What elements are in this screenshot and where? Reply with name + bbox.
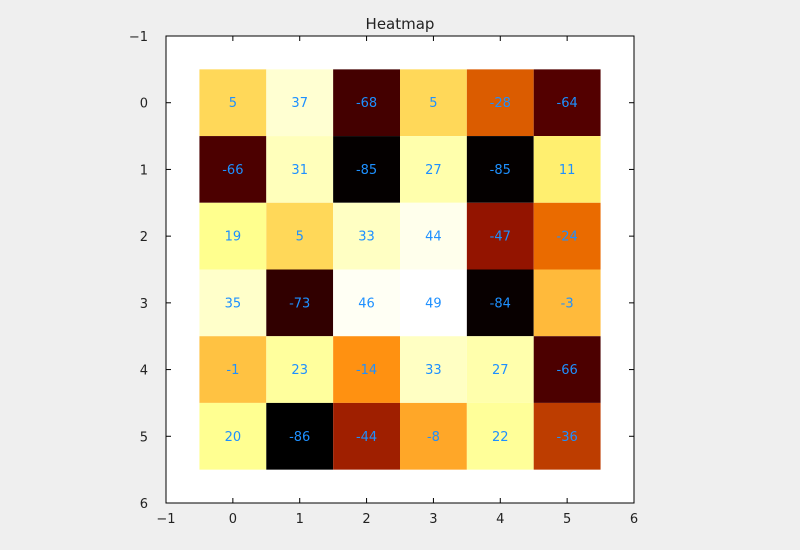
heatmap-cell: [533, 336, 601, 403]
heatmap-cell: [199, 202, 267, 270]
heatmap-cell: [533, 269, 601, 337]
cell-value-label: 27: [492, 363, 509, 378]
x-tick-label: 5: [563, 512, 571, 527]
cell-value-label: 27: [425, 163, 442, 178]
cell-value-label: 5: [429, 96, 437, 111]
heatmap-cell: [199, 269, 267, 337]
heatmap-cell: [199, 136, 267, 203]
heatmap-cell: [333, 336, 400, 403]
cell-value-label: -68: [356, 96, 377, 111]
heatmap-cell: [400, 269, 467, 337]
chart-title: Heatmap: [366, 15, 435, 33]
cell-value-label: 33: [358, 230, 375, 245]
heatmap-cell: [333, 202, 400, 270]
heatmap-cell: [466, 336, 534, 403]
heatmap-cell: [400, 202, 467, 270]
cell-value-label: 35: [225, 296, 242, 311]
cell-value-label: -8: [427, 430, 440, 445]
x-tick-label: 6: [630, 512, 638, 527]
cell-labels: 5 37 -68 5 -28 -64 -66 31 -85 27 -85 11 19 5 33 44 -47 -2…: [222, 96, 578, 445]
heatmap-cells: [199, 69, 601, 470]
heatmap-cell: [533, 136, 601, 203]
heatmap-cell: [266, 202, 334, 270]
cell-value-label: -24: [557, 230, 578, 245]
cell-value-label: -36: [557, 430, 578, 445]
cell-value-label: 37: [291, 96, 308, 111]
heatmap-cell: [533, 202, 601, 270]
heatmap-cell: [266, 336, 334, 403]
heatmap-cell: [400, 336, 467, 403]
x-tick-label: 0: [229, 512, 237, 527]
x-tick-label: −1: [156, 512, 175, 527]
y-tick-label: 6: [140, 497, 148, 512]
heatmap-cell: [333, 269, 400, 337]
heatmap-cell: [533, 402, 601, 470]
heatmap-cell: [466, 402, 534, 470]
cell-value-label: -85: [356, 163, 377, 178]
heatmap-cell: [533, 69, 601, 137]
cell-value-label: -66: [222, 163, 243, 178]
cell-value-label: 49: [425, 296, 442, 311]
heatmap-cell: [333, 136, 400, 203]
cell-value-label: -3: [561, 296, 574, 311]
heatmap-cell: [466, 136, 534, 203]
cell-value-label: -28: [490, 96, 511, 111]
y-tick-label: −1: [129, 30, 148, 45]
heatmap-cell: [333, 69, 400, 137]
cell-value-label: -84: [490, 296, 511, 311]
y-tick-label: 4: [140, 364, 148, 379]
heatmap-cell: [266, 136, 334, 203]
cell-value-label: -1: [226, 363, 239, 378]
cell-value-label: 5: [296, 230, 304, 245]
x-tick-label: 4: [496, 512, 504, 527]
cell-value-label: 22: [492, 430, 509, 445]
cell-value-label: 44: [425, 230, 442, 245]
heatmap-cell: [266, 69, 334, 137]
heatmap-cell: [266, 402, 334, 470]
cell-value-label: 33: [425, 363, 442, 378]
cell-value-label: -86: [289, 430, 310, 445]
y-tick-label: 5: [140, 430, 148, 445]
y-tick-label: 2: [140, 230, 148, 245]
heatmap-cell: [199, 69, 267, 137]
x-tick-label: 1: [296, 512, 304, 527]
heatmap-cell: [466, 69, 534, 137]
heatmap-cell: [400, 402, 467, 470]
cell-value-label: 46: [358, 296, 375, 311]
heatmap-cell: [400, 69, 467, 137]
heatmap-cell: [400, 136, 467, 203]
heatmap-cell: [199, 336, 267, 403]
cell-value-label: -14: [356, 363, 377, 378]
heatmap-cell: [266, 269, 334, 337]
y-tick-label: 0: [140, 97, 148, 112]
cell-value-label: 19: [225, 230, 242, 245]
heatmap-cell: [333, 402, 400, 470]
cell-value-label: -44: [356, 430, 377, 445]
cell-value-label: -85: [490, 163, 511, 178]
cell-value-label: -47: [490, 230, 511, 245]
y-tick-label: 1: [140, 163, 148, 178]
heatmap-cell: [466, 202, 534, 270]
heatmap-cell: [466, 269, 534, 337]
cell-value-label: -73: [289, 296, 310, 311]
x-axis-ticks: −1 0 1 2 3 4 5 6: [156, 36, 638, 527]
cell-value-label: 5: [229, 96, 237, 111]
cell-value-label: 20: [225, 430, 242, 445]
cell-value-label: -64: [557, 96, 578, 111]
y-tick-label: 3: [140, 297, 148, 312]
x-tick-label: 3: [429, 512, 437, 527]
cell-value-label: 31: [291, 163, 308, 178]
x-tick-label: 2: [362, 512, 370, 527]
cell-value-label: -66: [557, 363, 578, 378]
cell-value-label: 23: [291, 363, 308, 378]
cell-value-label: 11: [559, 163, 576, 178]
heatmap-cell: [199, 402, 267, 470]
axes-frame: [165, 35, 635, 504]
